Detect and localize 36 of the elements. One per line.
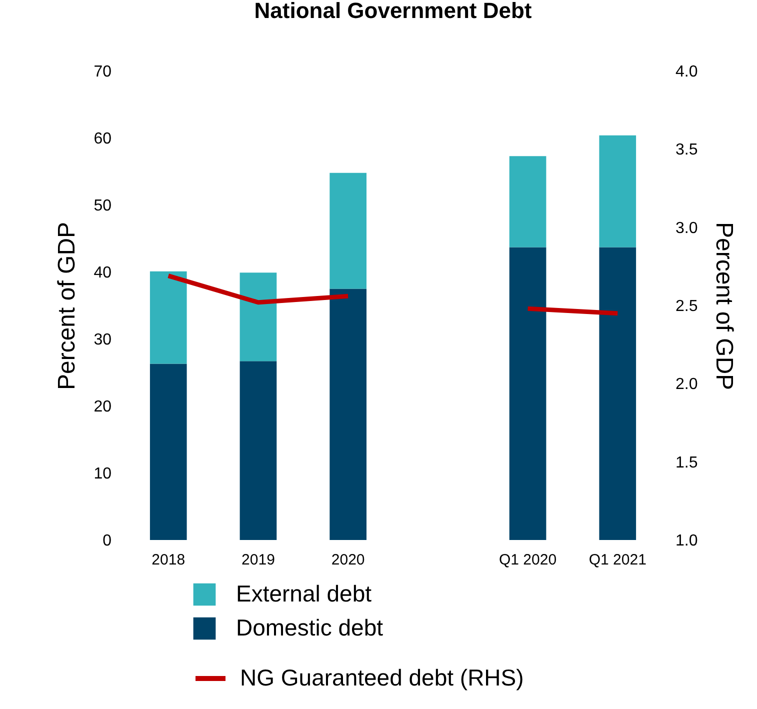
bar: [330, 172, 366, 289]
y-tick-label: 30: [94, 332, 112, 348]
y2-tick-label: 4.0: [676, 64, 698, 80]
y-tick-label: 20: [94, 398, 112, 416]
y2-tick-label: 1.5: [676, 454, 698, 472]
x-tick-label: Q1 2021: [588, 552, 646, 568]
y-tick-label: 70: [94, 64, 112, 80]
bar: [509, 156, 546, 248]
y2-axis-title: Percent of GDP: [710, 222, 738, 390]
y2-tick-label: 3.5: [676, 142, 698, 159]
y-tick-label: 10: [94, 466, 112, 482]
x-tick-label: 2019: [242, 552, 275, 568]
bar: [240, 361, 277, 540]
bar: [150, 364, 187, 540]
x-tick-label: 2020: [331, 552, 365, 568]
x-tick-label: Q1 2020: [499, 552, 557, 568]
legend-label: External debt: [236, 580, 372, 606]
y2-tick-label: 2.5: [676, 298, 698, 315]
y2-tick-label: 3.0: [676, 220, 698, 237]
y2-tick-label: 1.0: [676, 532, 698, 550]
legend-label: Domestic debt: [236, 614, 384, 640]
bar: [599, 135, 636, 248]
y-tick-label: 50: [94, 198, 112, 214]
y-tick-label: 0: [102, 532, 112, 550]
bar: [599, 247, 636, 540]
bar: [150, 271, 187, 364]
y-tick-label: 40: [94, 264, 112, 282]
y-axis-title: Percent of GDP: [54, 222, 81, 390]
bar: [509, 247, 546, 540]
legend-label: NG Guaranteed debt (RHS): [240, 664, 524, 690]
bar: [240, 272, 277, 362]
y-tick-label: 60: [94, 130, 112, 148]
y2-tick-label: 2.0: [676, 376, 698, 394]
chart-title: National Government Debt: [254, 0, 532, 23]
x-tick-label: 2018: [152, 552, 186, 568]
bar: [330, 288, 366, 540]
